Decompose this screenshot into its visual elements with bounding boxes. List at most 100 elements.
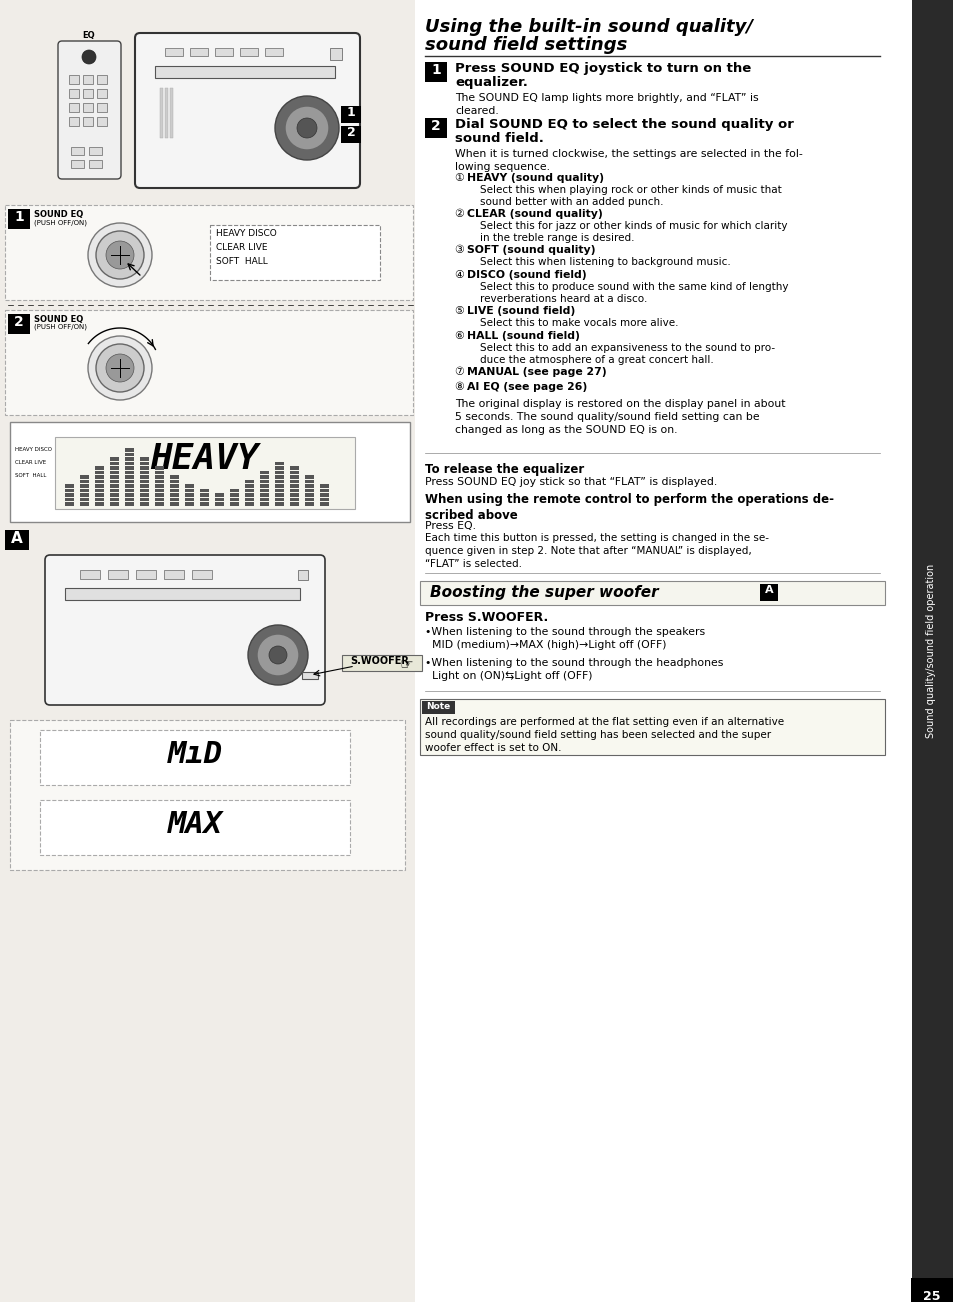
Bar	[80, 475, 89, 479]
Bar	[274, 479, 284, 483]
Text: Select this to produce sound with the same kind of lengthy
reverberations heard : Select this to produce sound with the sa…	[479, 283, 788, 305]
Text: sound field.: sound field.	[455, 132, 543, 145]
Text: HEAVY: HEAVY	[151, 441, 259, 477]
Circle shape	[274, 96, 338, 160]
Bar	[89, 160, 102, 168]
Bar	[200, 488, 209, 492]
Bar	[245, 479, 253, 483]
Bar	[5, 310, 413, 415]
Bar	[245, 484, 253, 487]
Bar	[125, 484, 133, 487]
Bar	[65, 497, 74, 501]
Text: MID (medium)→MAX (high)→Light off (OFF): MID (medium)→MAX (high)→Light off (OFF)	[424, 641, 666, 650]
Bar	[97, 76, 107, 85]
Text: Press SOUND EQ joystick to turn on the: Press SOUND EQ joystick to turn on the	[455, 62, 750, 76]
Bar	[319, 493, 329, 496]
Bar	[419, 699, 884, 755]
Text: CLEAR LIVE: CLEAR LIVE	[15, 460, 46, 465]
Bar	[140, 457, 149, 461]
Bar	[214, 503, 224, 505]
Bar	[10, 720, 405, 870]
Text: (PUSH OFF/ON): (PUSH OFF/ON)	[34, 219, 87, 225]
Bar	[185, 503, 193, 505]
Bar	[110, 470, 119, 474]
Bar	[125, 497, 133, 501]
Bar	[110, 484, 119, 487]
Bar	[140, 503, 149, 505]
Text: ☞: ☞	[399, 658, 414, 673]
Bar	[170, 488, 179, 492]
Bar	[200, 497, 209, 501]
Bar	[165, 48, 183, 56]
Bar	[8, 210, 30, 229]
Text: (PUSH OFF/ON): (PUSH OFF/ON)	[34, 324, 87, 331]
Bar	[170, 475, 179, 479]
Bar	[154, 484, 164, 487]
Bar	[260, 503, 269, 505]
Bar	[89, 147, 102, 155]
Bar	[214, 48, 233, 56]
Text: ⑥: ⑥	[455, 331, 468, 341]
Circle shape	[82, 49, 96, 64]
Text: Select this when listening to background music.: Select this when listening to background…	[479, 256, 730, 267]
Text: equalizer.: equalizer.	[455, 76, 527, 89]
Text: ④: ④	[455, 270, 468, 280]
Bar	[260, 479, 269, 483]
Circle shape	[296, 118, 316, 138]
Bar	[95, 479, 104, 483]
Bar	[110, 493, 119, 496]
Text: Each time this button is pressed, the setting is changed in the se-
quence given: Each time this button is pressed, the se…	[424, 533, 768, 569]
Text: SOFT  HALL: SOFT HALL	[215, 256, 268, 266]
Text: SOUND EQ: SOUND EQ	[34, 210, 83, 219]
Bar	[108, 570, 128, 579]
Bar	[140, 479, 149, 483]
Text: ⑦: ⑦	[455, 367, 468, 378]
Bar	[165, 89, 168, 138]
Bar	[71, 160, 84, 168]
Bar	[80, 493, 89, 496]
Text: All recordings are performed at the flat setting even if an alternative
sound qu: All recordings are performed at the flat…	[424, 717, 783, 753]
Bar	[230, 503, 239, 505]
Bar	[125, 503, 133, 505]
Text: To release the equalizer: To release the equalizer	[424, 464, 583, 477]
Text: ①: ①	[455, 173, 468, 184]
Bar	[110, 461, 119, 465]
Bar	[69, 117, 79, 126]
Bar	[240, 48, 257, 56]
Bar	[341, 655, 421, 671]
Bar	[319, 497, 329, 501]
Text: Select this to add an expansiveness to the sound to pro-
duce the atmosphere of : Select this to add an expansiveness to t…	[479, 342, 774, 366]
Bar	[80, 497, 89, 501]
Bar	[95, 493, 104, 496]
Bar	[83, 117, 92, 126]
Bar	[319, 484, 329, 487]
Circle shape	[106, 354, 133, 381]
Bar	[97, 89, 107, 98]
FancyBboxPatch shape	[135, 33, 359, 187]
Bar	[10, 422, 410, 522]
Text: Light on (ON)⇆Light off (OFF): Light on (ON)⇆Light off (OFF)	[424, 671, 592, 681]
Text: MANUAL (see page 27): MANUAL (see page 27)	[467, 367, 606, 378]
Bar	[110, 488, 119, 492]
Text: EQ: EQ	[83, 31, 95, 40]
Text: HEAVY DISCO: HEAVY DISCO	[15, 447, 52, 452]
Text: ⑧: ⑧	[455, 381, 468, 392]
Text: •When listening to the sound through the headphones: •When listening to the sound through the…	[424, 658, 722, 668]
Text: SOFT (sound quality): SOFT (sound quality)	[467, 245, 595, 255]
Bar	[95, 503, 104, 505]
Bar	[125, 457, 133, 461]
Bar	[424, 62, 447, 82]
Bar	[192, 570, 212, 579]
Bar	[260, 488, 269, 492]
Bar	[274, 497, 284, 501]
Text: The original display is restored on the display panel in about
5 seconds. The so: The original display is restored on the …	[455, 398, 784, 435]
Bar	[200, 503, 209, 505]
Circle shape	[106, 241, 133, 270]
Bar	[154, 475, 164, 479]
Bar	[214, 493, 224, 496]
Bar	[290, 479, 298, 483]
Bar	[125, 470, 133, 474]
Bar	[80, 503, 89, 505]
Bar	[305, 479, 314, 483]
Text: Press EQ.: Press EQ.	[424, 521, 476, 531]
